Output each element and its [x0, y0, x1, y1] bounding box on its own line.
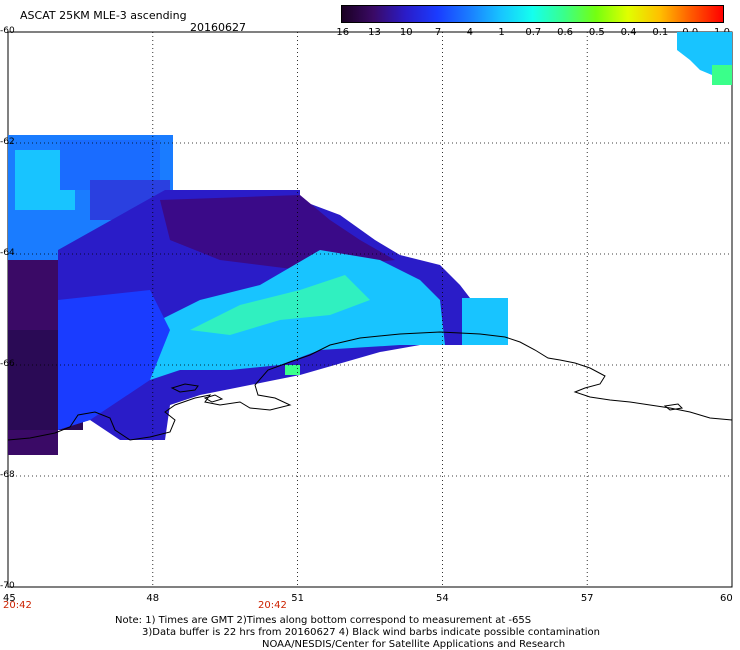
time-left: 20:42: [3, 600, 32, 611]
note-line-1: Note: 1) Times are GMT 2)Times along bot…: [115, 615, 532, 626]
x-tick-label: 45: [3, 593, 16, 604]
time-mid: 20:42: [258, 600, 287, 611]
coastline: [7, 331, 733, 441]
swath-cell: [712, 65, 732, 85]
map-grid: [8, 32, 732, 587]
swath-cell: [58, 290, 170, 430]
y-tick-label: -64: [0, 248, 15, 258]
coastline-islet: [170, 383, 199, 393]
x-tick-label: 60: [720, 593, 733, 604]
product-title: ASCAT 25KM MLE-3 ascending: [20, 9, 187, 22]
note-line-2: 3)Data buffer is 22 hrs from 20160627 4)…: [142, 627, 600, 638]
x-tick-label: 54: [436, 593, 449, 604]
y-tick-label: -62: [0, 137, 15, 147]
swath-cell: [285, 365, 300, 375]
colorbar: [341, 5, 724, 23]
note-line-3: NOAA/NESDIS/Center for Satellite Applica…: [262, 639, 566, 650]
swath-cell: [160, 195, 395, 270]
coastline-islet: [663, 403, 684, 411]
x-tick-label: 48: [146, 593, 160, 604]
date-label: 20160627: [190, 21, 246, 34]
y-tick-label: -66: [0, 359, 15, 369]
coastline-islet: [203, 394, 224, 403]
swath-cell: [462, 298, 508, 345]
x-tick-label: 51: [291, 593, 304, 604]
x-tick-label: 57: [580, 593, 594, 604]
y-tick-label: -70: [0, 581, 15, 591]
swath-field: [8, 32, 732, 455]
y-tick-label: -60: [0, 26, 15, 36]
swath-cell: [190, 275, 370, 335]
y-tick-label: -68: [0, 470, 15, 480]
